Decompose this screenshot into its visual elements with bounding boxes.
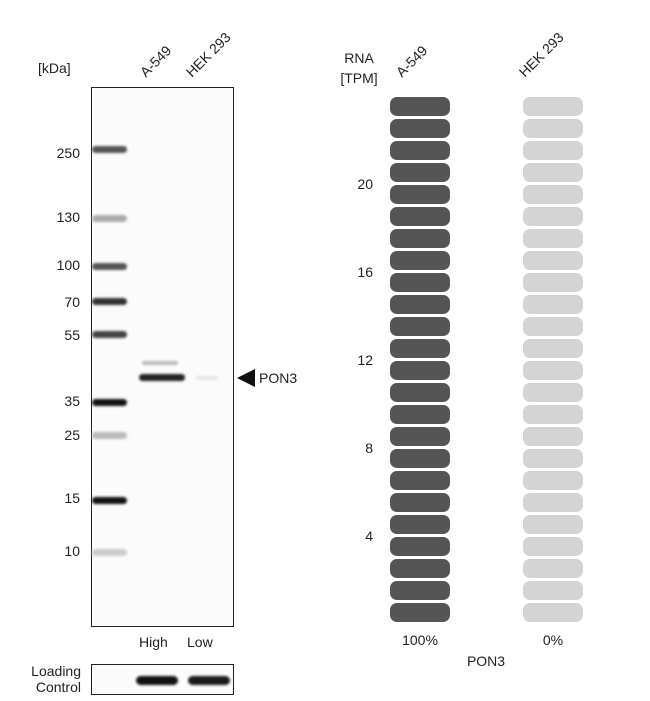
ladder-band-130 bbox=[92, 215, 127, 222]
rna-pill-a549 bbox=[390, 449, 450, 468]
hek293-pon3-band bbox=[196, 376, 218, 380]
marker-10: 10 bbox=[64, 543, 80, 559]
marker-35: 35 bbox=[64, 393, 80, 409]
rna-pill-a549 bbox=[390, 339, 450, 358]
rna-pill-a549 bbox=[390, 383, 450, 402]
target-arrow-icon bbox=[237, 369, 255, 387]
western-blot-image bbox=[91, 87, 234, 627]
rna-pill-a549 bbox=[390, 405, 450, 424]
ladder-band-25 bbox=[92, 432, 127, 439]
rna-pill-hek293 bbox=[523, 97, 583, 116]
rna-percent-hek293: 0% bbox=[542, 632, 564, 648]
rna-pill-hek293 bbox=[523, 427, 583, 446]
rna-header-line2: [TPM] bbox=[340, 70, 378, 86]
lane-label-hek293: HEK 293 bbox=[182, 29, 234, 80]
expression-high: High bbox=[139, 634, 168, 650]
rna-pill-a549 bbox=[390, 273, 450, 292]
rna-pill-a549 bbox=[390, 361, 450, 380]
rna-pill-hek293 bbox=[523, 163, 583, 182]
rna-pill-a549 bbox=[390, 471, 450, 490]
rna-pill-hek293 bbox=[523, 449, 583, 468]
rna-pill-hek293 bbox=[523, 273, 583, 292]
ladder-band-10 bbox=[92, 549, 127, 556]
rna-column-hek293 bbox=[523, 0, 583, 701]
marker-250: 250 bbox=[56, 145, 80, 161]
rna-pill-hek293 bbox=[523, 251, 583, 270]
loading-control-image bbox=[91, 664, 234, 695]
marker-70: 70 bbox=[64, 294, 80, 310]
ladder-band-70 bbox=[92, 298, 127, 305]
loading-control-label-line1: Loading bbox=[31, 663, 81, 679]
ladder-band-35 bbox=[92, 399, 127, 406]
kda-label: [kDa] bbox=[38, 60, 71, 76]
loading-band-a549 bbox=[136, 676, 178, 685]
loading-control-label-line2: Control bbox=[35, 679, 81, 695]
marker-25: 25 bbox=[64, 427, 80, 443]
rna-tick-4: 4 bbox=[365, 528, 373, 544]
rna-pill-a549 bbox=[390, 537, 450, 556]
rna-pill-a549 bbox=[390, 493, 450, 512]
rna-pill-a549 bbox=[390, 295, 450, 314]
marker-55: 55 bbox=[64, 327, 80, 343]
rna-pill-a549 bbox=[390, 559, 450, 578]
rna-pill-a549 bbox=[390, 581, 450, 600]
rna-pill-a549 bbox=[390, 251, 450, 270]
rna-pill-hek293 bbox=[523, 361, 583, 380]
rna-tick-20: 20 bbox=[357, 176, 373, 192]
rna-tick-16: 16 bbox=[357, 264, 373, 280]
rna-column-a549 bbox=[390, 0, 450, 701]
rna-pill-hek293 bbox=[523, 141, 583, 160]
rna-pill-hek293 bbox=[523, 405, 583, 424]
rna-pill-hek293 bbox=[523, 559, 583, 578]
rna-pill-hek293 bbox=[523, 185, 583, 204]
rna-pill-a549 bbox=[390, 163, 450, 182]
rna-pill-a549 bbox=[390, 207, 450, 226]
rna-tick-12: 12 bbox=[357, 352, 373, 368]
a549-pon3-band bbox=[139, 374, 185, 381]
loading-band-hek293 bbox=[188, 676, 230, 685]
rna-tick-8: 8 bbox=[365, 440, 373, 456]
rna-pill-a549 bbox=[390, 603, 450, 622]
rna-pill-hek293 bbox=[523, 537, 583, 556]
rna-pill-a549 bbox=[390, 317, 450, 336]
target-label: PON3 bbox=[259, 370, 298, 386]
rna-pill-a549 bbox=[390, 97, 450, 116]
marker-130: 130 bbox=[56, 209, 80, 225]
rna-pill-a549 bbox=[390, 185, 450, 204]
rna-pill-hek293 bbox=[523, 295, 583, 314]
rna-pill-hek293 bbox=[523, 317, 583, 336]
rna-gene-label: PON3 bbox=[466, 653, 506, 669]
rna-pill-hek293 bbox=[523, 383, 583, 402]
rna-pill-hek293 bbox=[523, 119, 583, 138]
ladder-band-250 bbox=[92, 146, 127, 153]
ladder-band-55 bbox=[92, 331, 127, 338]
lane-label-a549: A-549 bbox=[136, 42, 175, 80]
marker-100: 100 bbox=[56, 257, 80, 273]
rna-pill-hek293 bbox=[523, 339, 583, 358]
rna-pill-hek293 bbox=[523, 515, 583, 534]
expression-low: Low bbox=[187, 634, 213, 650]
rna-pill-hek293 bbox=[523, 471, 583, 490]
rna-pill-hek293 bbox=[523, 603, 583, 622]
rna-percent-a549: 100% bbox=[402, 632, 438, 648]
ladder-band-15 bbox=[92, 497, 127, 504]
rna-header-line1: RNA bbox=[344, 50, 374, 66]
rna-pill-hek293 bbox=[523, 229, 583, 248]
rna-pill-hek293 bbox=[523, 207, 583, 226]
rna-pill-hek293 bbox=[523, 581, 583, 600]
rna-pill-a549 bbox=[390, 427, 450, 446]
rna-pill-hek293 bbox=[523, 493, 583, 512]
rna-pill-a549 bbox=[390, 515, 450, 534]
rna-pill-a549 bbox=[390, 141, 450, 160]
marker-15: 15 bbox=[64, 490, 80, 506]
rna-pill-a549 bbox=[390, 119, 450, 138]
rna-pill-a549 bbox=[390, 229, 450, 248]
ladder-band-100 bbox=[92, 263, 127, 270]
a549-faint-band bbox=[142, 361, 178, 365]
